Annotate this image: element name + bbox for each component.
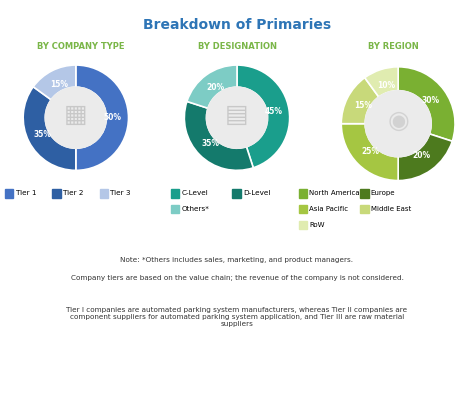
Text: RoW: RoW (309, 222, 325, 228)
Text: ▤: ▤ (225, 103, 249, 127)
Wedge shape (184, 101, 253, 170)
Text: Note: *Others includes sales, marketing, and product managers.: Note: *Others includes sales, marketing,… (120, 257, 354, 263)
Circle shape (207, 87, 267, 148)
Text: Middle East: Middle East (371, 206, 411, 212)
Wedge shape (33, 65, 76, 100)
Wedge shape (398, 134, 452, 181)
Text: C-Level: C-Level (182, 190, 208, 196)
Text: 20%: 20% (412, 151, 430, 160)
Circle shape (46, 87, 106, 148)
Text: Tier I companies are automated parking system manufacturers, whereas Tier II com: Tier I companies are automated parking s… (66, 307, 408, 327)
Wedge shape (341, 124, 398, 181)
Circle shape (365, 91, 431, 157)
Text: Tier 1: Tier 1 (16, 190, 36, 196)
Wedge shape (341, 78, 379, 124)
Text: 35%: 35% (34, 130, 52, 139)
Text: Breakdown of Primaries: Breakdown of Primaries (143, 18, 331, 32)
Text: Tier 2: Tier 2 (63, 190, 83, 196)
Text: BY DESIGNATION: BY DESIGNATION (198, 42, 276, 51)
Text: 15%: 15% (50, 80, 68, 89)
Text: 35%: 35% (202, 139, 220, 148)
Text: Others*: Others* (182, 206, 210, 212)
Text: 10%: 10% (377, 81, 395, 90)
Text: North America: North America (309, 190, 360, 196)
Text: 25%: 25% (361, 147, 379, 156)
Wedge shape (237, 65, 290, 168)
Wedge shape (23, 87, 76, 170)
Text: Tier 3: Tier 3 (110, 190, 131, 196)
Text: ◉: ◉ (387, 109, 409, 133)
Text: Europe: Europe (371, 190, 395, 196)
Wedge shape (187, 65, 237, 108)
Wedge shape (76, 65, 128, 170)
Text: BY COMPANY TYPE: BY COMPANY TYPE (37, 42, 124, 51)
Text: 45%: 45% (264, 107, 283, 117)
Text: Company tiers are based on the value chain; the revenue of the company is not co: Company tiers are based on the value cha… (71, 275, 403, 281)
Wedge shape (398, 67, 455, 141)
Text: BY REGION: BY REGION (368, 42, 419, 51)
Text: Asia Pacific: Asia Pacific (309, 206, 348, 212)
Text: 30%: 30% (421, 96, 439, 105)
Text: 50%: 50% (104, 113, 122, 122)
Text: D-Level: D-Level (243, 190, 271, 196)
Text: ▦: ▦ (64, 103, 88, 127)
Wedge shape (365, 67, 398, 97)
Text: 15%: 15% (354, 101, 372, 110)
Text: 20%: 20% (206, 83, 224, 93)
